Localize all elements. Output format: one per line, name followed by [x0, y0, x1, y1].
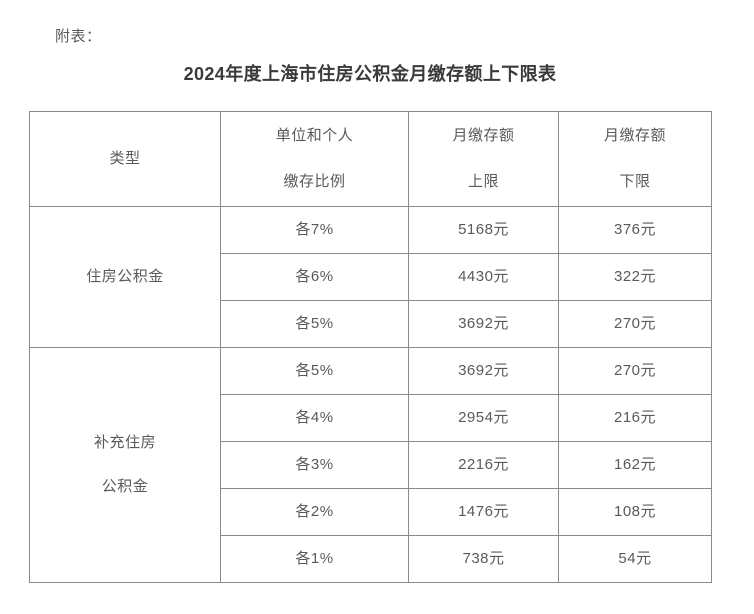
cell-lower-limit: 322元 — [558, 253, 712, 301]
cell-lower-limit: 108元 — [558, 488, 712, 536]
table-row: 住房公积金 各7% 5168元 376元 — [29, 206, 712, 348]
cell-upper-limit: 1476元 — [408, 488, 559, 536]
column-header-type-label: 类型 — [109, 150, 141, 167]
cell-lower-limit: 270元 — [558, 347, 712, 395]
cell-ratio: 各6% — [220, 253, 409, 301]
table-row: 各3% 2216元 162元 — [30, 441, 712, 489]
column-header-upper-limit: 月缴存额 上限 — [408, 111, 559, 207]
cell-ratio: 各1% — [220, 535, 409, 583]
column-header-ratio-line1: 单位和个人 — [275, 127, 354, 144]
cell-upper-limit: 738元 — [408, 535, 559, 583]
column-header-upper-line1: 月缴存额 — [452, 127, 515, 144]
column-header-lower-line2: 下限 — [619, 173, 651, 190]
housing-fund-rate-table: 类型 单位和个人 缴存比例 月缴存额 上限 — [29, 111, 712, 583]
cell-ratio: 各7% — [220, 206, 409, 254]
column-header-ratio: 单位和个人 缴存比例 — [220, 111, 409, 207]
cell-lower-limit: 54元 — [558, 535, 712, 583]
cell-upper-limit: 2954元 — [408, 394, 559, 442]
table-row: 各2% 1476元 108元 — [30, 488, 712, 536]
cell-type: 补充住房 公积金 — [29, 347, 221, 583]
cell-type-line1: 住房公积金 — [86, 268, 164, 285]
cell-ratio: 各5% — [220, 347, 409, 395]
cell-lower-limit: 270元 — [558, 300, 712, 348]
table-body: 住房公积金 各7% 5168元 376元 各6% 4430元 322元 各5% 3692元 270… — [29, 206, 712, 583]
table-row: 各5% 3692元 270元 — [30, 300, 712, 348]
column-header-upper-line2: 上限 — [467, 173, 499, 190]
column-header-type: 类型 — [29, 111, 221, 207]
column-header-upper-stack: 月缴存额 上限 — [409, 112, 558, 206]
cell-lower-limit: 162元 — [558, 441, 712, 489]
cell-ratio: 各5% — [220, 300, 409, 348]
column-header-lower-line1: 月缴存额 — [603, 127, 666, 144]
cell-type-stack: 补充住房 公积金 — [30, 432, 220, 498]
table-row: 各4% 2954元 216元 — [30, 394, 712, 442]
table-row: 各1% 738元 54元 — [30, 535, 712, 583]
attachment-label: 附表： — [55, 28, 102, 45]
column-header-ratio-line2: 缴存比例 — [283, 173, 346, 190]
page-title: 2024年度上海市住房公积金月缴存额上下限表 — [183, 64, 557, 84]
column-header-lower-limit: 月缴存额 下限 — [558, 111, 712, 207]
cell-ratio: 各3% — [220, 441, 409, 489]
column-header-ratio-stack: 单位和个人 缴存比例 — [221, 112, 408, 206]
table-header-row: 类型 单位和个人 缴存比例 月缴存额 上限 — [29, 111, 712, 207]
cell-type: 住房公积金 — [29, 206, 221, 348]
cell-upper-limit: 3692元 — [408, 347, 559, 395]
column-header-lower-stack: 月缴存额 下限 — [559, 112, 711, 206]
table-row: 各6% 4430元 322元 — [30, 253, 712, 301]
cell-upper-limit: 3692元 — [408, 300, 559, 348]
cell-type-line1: 补充住房 — [93, 434, 156, 451]
cell-ratio: 各2% — [220, 488, 409, 536]
cell-type-line2: 公积金 — [101, 478, 149, 495]
table-container: 类型 单位和个人 缴存比例 月缴存额 上限 — [29, 111, 712, 583]
cell-upper-limit: 5168元 — [408, 206, 559, 254]
table-header: 类型 单位和个人 缴存比例 月缴存额 上限 — [29, 111, 712, 207]
table-row: 补充住房 公积金 各5% 3692元 270元 — [29, 347, 712, 583]
cell-upper-limit: 2216元 — [408, 441, 559, 489]
cell-type-stack: 住房公积金 — [30, 266, 220, 288]
cell-ratio: 各4% — [220, 394, 409, 442]
cell-upper-limit: 4430元 — [408, 253, 559, 301]
cell-lower-limit: 376元 — [558, 206, 712, 254]
cell-lower-limit: 216元 — [558, 394, 712, 442]
